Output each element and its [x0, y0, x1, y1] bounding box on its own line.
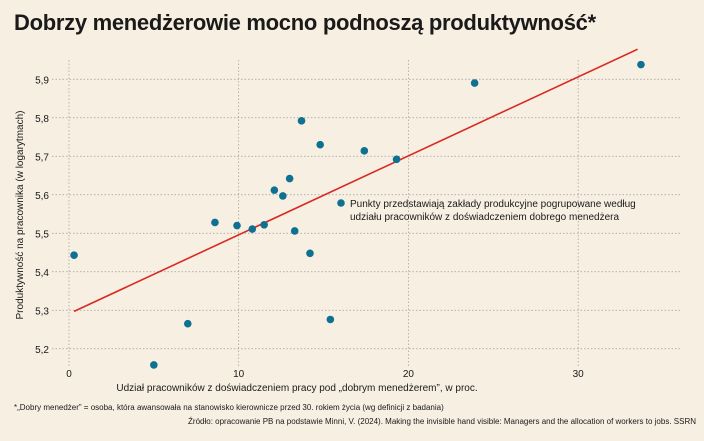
trend-line-group [73, 48, 638, 313]
data-point [297, 117, 306, 125]
data-point [290, 227, 299, 235]
y-axis-label: Produktywność na pracownika (w logarytma… [15, 111, 26, 320]
data-points [70, 60, 645, 369]
y-tick-label: 5,8 [35, 114, 49, 125]
data-point [637, 60, 645, 69]
data-point [279, 192, 287, 200]
data-point [233, 221, 241, 230]
y-tick-label: 5,4 [35, 268, 49, 279]
data-point [150, 361, 158, 369]
x-axis-label: Udział pracowników z doświadczeniem prac… [116, 383, 477, 394]
data-point [70, 251, 78, 259]
data-point [211, 218, 219, 227]
legend-text: Punkty przedstawiają zakłady produkcyjne… [350, 199, 636, 223]
data-point [285, 174, 294, 183]
data-point [316, 140, 324, 149]
data-point [392, 155, 401, 164]
data-point [260, 220, 268, 229]
x-tick-label: 10 [233, 369, 245, 380]
x-tick-label: 0 [66, 369, 72, 380]
data-point [270, 186, 279, 194]
y-tick-label: 5,5 [35, 229, 49, 240]
chart-title: Dobrzy menedżerowie mocno podnoszą produ… [14, 10, 596, 35]
source-note: Źródło: opracowanie PB na podstawie Minn… [188, 417, 696, 426]
legend: Punkty przedstawiają zakłady produkcyjne… [337, 199, 636, 223]
data-point [183, 319, 192, 328]
x-tick-label: 20 [403, 369, 415, 380]
y-tick-label: 5,7 [35, 152, 49, 163]
data-point [360, 147, 369, 155]
data-point [326, 315, 335, 324]
y-tick-label: 5,6 [35, 191, 49, 202]
legend-marker [337, 199, 345, 207]
data-point [470, 79, 479, 87]
grid [52, 60, 680, 368]
footnote: *„Dobry menedżer” = osoba, która awansow… [14, 403, 444, 412]
y-tick-label: 5,2 [35, 345, 49, 356]
y-tick-label: 5,3 [35, 306, 49, 317]
trend-line [73, 48, 638, 313]
data-point [306, 249, 314, 258]
y-tick-label: 5,9 [35, 75, 49, 86]
x-tick-label: 30 [573, 369, 585, 380]
data-point [248, 225, 257, 233]
tick-labels: 5,2 5,3 5,4 5,5 5,6 5,7 5,8 5,9 0 10 20 30 [35, 75, 584, 380]
